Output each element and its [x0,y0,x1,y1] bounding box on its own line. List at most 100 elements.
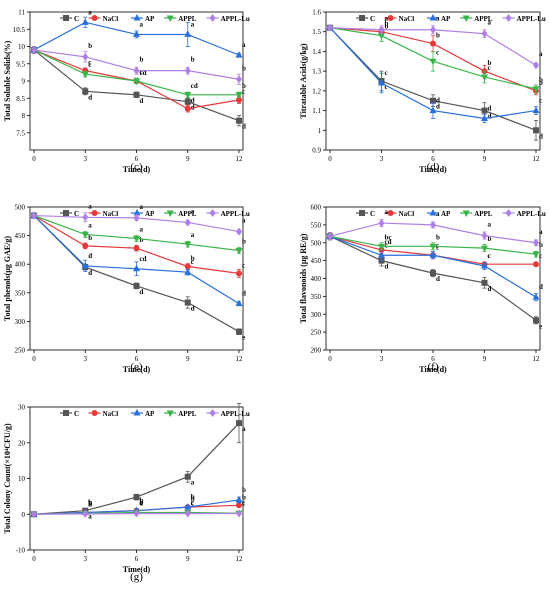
legend-label: APPL [178,210,197,218]
legend-marker [91,15,98,21]
data-point [184,66,191,75]
significance-letter: c [242,499,245,507]
data-point [235,299,243,307]
x-tick-label: 9 [483,355,487,363]
x-tick-label: 12 [533,155,541,163]
data-point [184,473,191,480]
y-tick-label: 1.4 [312,48,321,56]
legend-marker [359,15,365,21]
series-line [33,422,240,515]
significance-letter: c [436,243,439,251]
y-axis-label: Titratable Acids(g/kg) [299,43,308,119]
legend-label: APPL-Lu [221,210,250,218]
significance-letter: b [242,64,246,72]
legend-label: AP [441,210,451,218]
legend-label: APPL-Lu [517,210,546,218]
significance-letter: d [539,132,543,140]
significance-letter: c [242,261,245,269]
legend-marker [133,14,141,21]
y-tick-label: 9.5 [16,60,25,68]
legend-marker [91,410,98,416]
x-tick-label: 6 [431,355,435,363]
series-line [33,21,240,56]
significance-letter: a [539,50,543,58]
data-point [533,261,539,268]
significance-letter: b [140,56,144,64]
x-axis-label: Time(d) [123,565,151,574]
significance-letter: c [191,499,194,507]
x-tick-label: 0 [32,355,36,363]
x-tick-label: 3 [84,355,88,363]
legend-label: C [370,210,375,218]
legend-label: APPL-Lu [221,15,250,23]
series-c: d d d e [31,212,245,342]
legend-marker [462,15,470,22]
chart-panel-2: 250 300 350 400 450 500 0 3 6 9 12 Time(d) Total phe… [3,202,250,374]
legend-marker [133,209,141,216]
significance-letter: d [436,275,440,283]
x-tick-label: 12 [236,355,244,363]
panel-caption: (f) [428,361,439,373]
legend-marker [209,409,216,417]
y-tick-label: 350 [311,293,322,301]
legend-marker [429,14,437,21]
legend-label: APPL [178,410,197,418]
y-tick-label: 250 [15,347,26,355]
significance-letter: b [539,241,543,249]
data-point [532,293,540,300]
data-point [31,510,37,519]
data-point [31,211,37,220]
y-tick-label: 1.5 [312,28,321,36]
data-point [82,509,89,518]
significance-letter: a [191,479,195,487]
significance-letter: b [88,500,92,508]
significance-letter: b [191,493,195,501]
significance-letter: e [242,334,245,342]
plot-frame [29,206,244,351]
significance-letter: c [488,252,491,260]
x-tick-label: 9 [186,155,190,163]
significance-letter: a [140,499,144,507]
data-point [184,218,191,227]
plot-frame [29,406,244,551]
x-tick-label: 6 [135,155,139,163]
panel-caption: (c) [130,161,143,173]
series-appl-lu: a a a a [327,208,543,247]
legend-marker [133,409,141,416]
significance-letter: c [242,88,245,96]
y-tick-label: 7.5 [16,129,25,137]
x-tick-label: 0 [328,155,332,163]
legend-label: C [74,210,79,218]
legend-marker [387,15,394,21]
series-nacl: b bbc [31,212,245,278]
data-point [235,495,243,503]
significance-letter: a [191,207,195,215]
significance-letter: d [385,263,389,271]
significance-letter: b [385,20,389,28]
data-point [133,245,140,252]
significance-letter: d [539,283,543,291]
legend-marker [429,209,437,216]
significance-letter: e [539,322,542,330]
data-point [481,114,488,121]
significance-letter: a [140,203,144,211]
significance-letter: c [436,48,439,56]
x-axis-label: Time(d) [123,165,151,174]
significance-letter: b [242,82,246,90]
significance-letter: a [88,513,92,521]
significance-letter: c [385,83,388,91]
data-point [184,299,191,306]
data-point [481,231,488,240]
panel-caption: (g) [130,571,143,583]
legend-label: APPL-Lu [517,15,546,23]
y-tick-label: 250 [311,329,322,337]
data-point [184,503,192,510]
significance-letter: b [242,493,246,501]
data-point [532,106,540,114]
y-tick-label: 300 [15,318,26,326]
x-axis-label: Time(d) [419,165,447,174]
significance-letter: a [436,15,440,23]
data-point [481,107,488,114]
y-tick-label: 300 [311,311,322,319]
